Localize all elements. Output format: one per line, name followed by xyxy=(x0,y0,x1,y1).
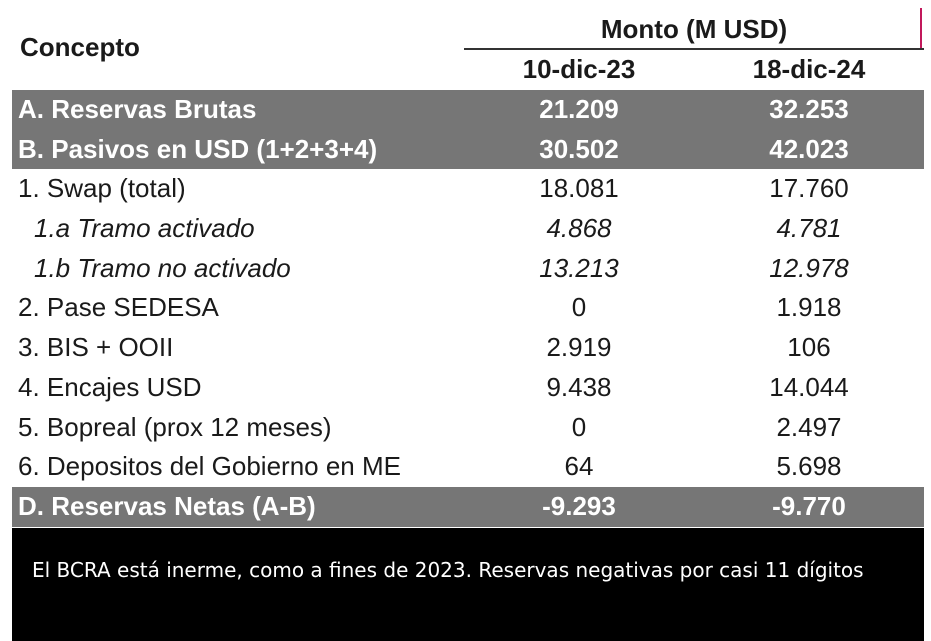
accent-line xyxy=(920,8,922,48)
row-label: A. Reservas Brutas xyxy=(18,94,257,124)
value-18-dic-24: 42.023 xyxy=(769,133,849,164)
caption-box: El BCRA está inerme, como a fines de 202… xyxy=(12,528,924,641)
value-18-dic-24: 12.978 xyxy=(769,252,849,283)
value-18-dic-24: 106 xyxy=(787,332,831,363)
row-label: D. Reservas Netas (A-B) xyxy=(18,490,316,521)
value-10-dic-23: 9.438 xyxy=(546,371,612,402)
row-label: 2. Pase SEDESA xyxy=(18,292,219,323)
value-18-dic-24: 14.044 xyxy=(769,371,849,402)
table-row: 2. Pase SEDESA 0 1.918 xyxy=(12,288,924,328)
table-row: D. Reservas Netas (A-B) -9.293 -9.770 xyxy=(12,486,924,527)
header-divider xyxy=(464,48,924,50)
row-label: 3. BIS + OOII xyxy=(18,332,174,363)
row-label: 5. Bopreal (prox 12 meses) xyxy=(18,411,332,442)
table-row: 1.a Tramo activado 4.868 4.781 xyxy=(12,209,924,249)
value-10-dic-23: 30.502 xyxy=(539,133,619,164)
table-row: 6. Depositos del Gobierno en ME 64 5.698 xyxy=(12,447,924,487)
table-body: A. Reservas Brutas 21.209 32.253 B. Pasivos… xyxy=(12,90,924,527)
table-row: 5. Bopreal (prox 12 meses) 0 2.497 xyxy=(12,408,924,448)
value-10-dic-23: 18.081 xyxy=(539,173,619,204)
row-label: 1. Swap (total) xyxy=(18,173,186,204)
reserves-table: Concepto Monto (M USD) 10-dic-23 18-dic-… xyxy=(12,8,924,528)
table-row: B. Pasivos en USD (1+2+3+4) 30.502 42.023 xyxy=(12,129,924,170)
table-row: 4. Encajes USD 9.438 14.044 xyxy=(12,368,924,408)
row-label: 6. Depositos del Gobierno en ME xyxy=(18,451,401,482)
value-18-dic-24: 17.760 xyxy=(769,173,849,204)
value-10-dic-23: -9.293 xyxy=(542,490,616,521)
date-header-2: 18-dic-24 xyxy=(752,54,866,84)
value-10-dic-23: 2.919 xyxy=(546,332,612,363)
row-label: 4. Encajes USD xyxy=(18,371,202,402)
value-18-dic-24: 32.253 xyxy=(769,94,849,124)
value-10-dic-23: 0 xyxy=(571,292,587,323)
row-label: 1.b Tramo no activado xyxy=(34,252,291,283)
value-10-dic-23: 13.213 xyxy=(539,252,619,283)
caption-text: El BCRA está inerme, como a fines de 202… xyxy=(32,558,864,582)
value-10-dic-23: 64 xyxy=(564,451,594,482)
table-row: 1. Swap (total) 18.081 17.760 xyxy=(12,169,924,209)
row-label: 1.a Tramo activado xyxy=(34,213,255,244)
table-row: 1.b Tramo no activado 13.213 12.978 xyxy=(12,249,924,289)
value-18-dic-24: -9.770 xyxy=(772,490,846,521)
concepto-header: Concepto xyxy=(20,32,140,62)
value-10-dic-23: 0 xyxy=(571,411,587,442)
monto-header: Monto (M USD) xyxy=(600,14,788,44)
date-header-1: 10-dic-23 xyxy=(522,54,636,84)
table-row: 3. BIS + OOII 2.919 106 xyxy=(12,328,924,368)
value-18-dic-24: 2.497 xyxy=(776,411,842,442)
table-row: A. Reservas Brutas 21.209 32.253 xyxy=(12,90,924,130)
value-18-dic-24: 4.781 xyxy=(776,213,842,244)
value-18-dic-24: 5.698 xyxy=(776,451,842,482)
row-label: B. Pasivos en USD (1+2+3+4) xyxy=(18,133,378,164)
value-10-dic-23: 4.868 xyxy=(546,213,612,244)
value-10-dic-23: 21.209 xyxy=(539,94,619,124)
value-18-dic-24: 1.918 xyxy=(776,292,842,323)
